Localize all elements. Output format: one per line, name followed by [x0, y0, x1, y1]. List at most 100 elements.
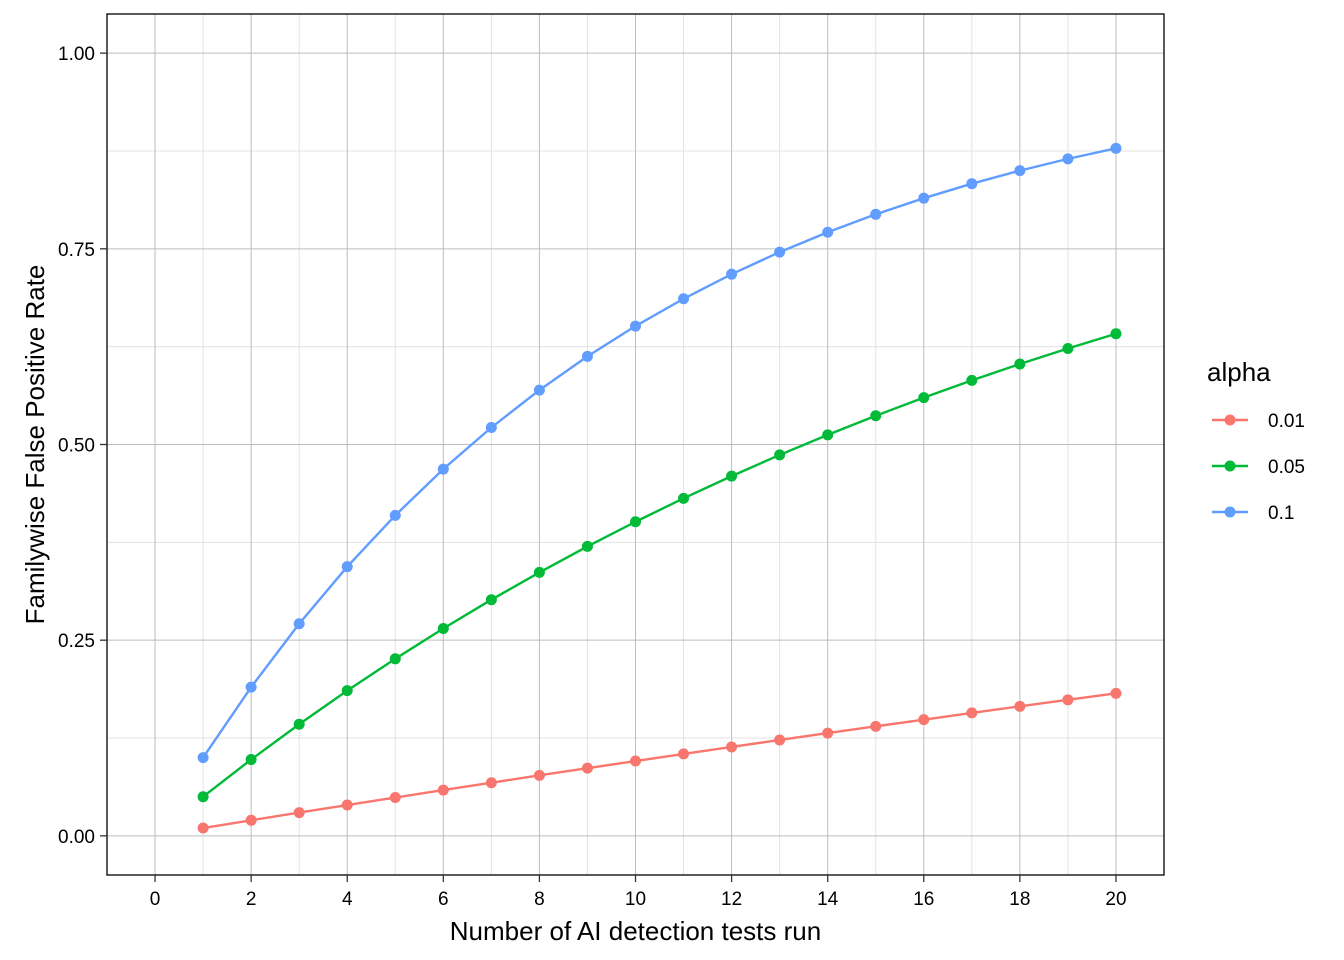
major-gridlines	[107, 14, 1164, 875]
data-point	[437, 784, 449, 796]
data-point	[774, 734, 786, 746]
y-tick-label: 0.00	[58, 827, 95, 848]
data-point	[726, 268, 738, 280]
series-line	[202, 147, 1117, 759]
data-point	[389, 653, 401, 665]
data-point	[245, 754, 257, 766]
x-tick-label: 0	[150, 889, 161, 910]
data-point	[966, 707, 978, 719]
data-point	[293, 807, 305, 819]
data-point	[389, 792, 401, 804]
data-point	[245, 681, 257, 693]
data-point	[341, 685, 353, 697]
data-point	[485, 777, 497, 789]
x-tick-label: 6	[438, 889, 449, 910]
y-axis-title: Familywise False Positive Rate	[20, 265, 50, 625]
x-tick-label: 18	[1009, 889, 1030, 910]
series-0.01	[197, 687, 1122, 834]
data-point	[1110, 328, 1122, 340]
data-point	[245, 814, 257, 826]
data-point	[293, 618, 305, 630]
data-point	[197, 752, 209, 764]
legend-label: 0.1	[1268, 503, 1294, 524]
data-point	[1014, 700, 1026, 712]
x-tick-label: 12	[721, 889, 742, 910]
data-point	[870, 208, 882, 220]
data-point	[870, 720, 882, 732]
data-point	[774, 449, 786, 461]
x-tick-label: 10	[625, 889, 646, 910]
series-0.1	[197, 142, 1122, 764]
x-axis-ticks: 0 2 4 6 8 10 12 14 16 18 20	[150, 875, 1127, 910]
series-0.05	[197, 328, 1122, 803]
data-point	[197, 791, 209, 803]
data-point	[870, 410, 882, 422]
data-point	[630, 320, 641, 332]
x-axis-title: Number of AI detection tests run	[450, 916, 821, 946]
data-point	[1062, 694, 1074, 706]
data-point	[581, 762, 593, 774]
y-tick-label: 0.25	[58, 631, 95, 652]
data-point	[1062, 343, 1074, 355]
legend-title: alpha	[1207, 357, 1271, 387]
data-point	[1014, 165, 1026, 177]
data-point	[533, 384, 545, 396]
data-point	[726, 741, 738, 753]
data-point	[197, 822, 209, 834]
data-point	[822, 226, 834, 238]
data-point	[1110, 687, 1122, 699]
legend-label: 0.01	[1268, 411, 1305, 432]
data-point	[341, 799, 353, 811]
data-point	[822, 727, 834, 739]
x-tick-label: 4	[342, 889, 353, 910]
legend: alpha 0.01 0.05 0.1	[1207, 357, 1305, 524]
legend-item: 0.01	[1212, 411, 1305, 432]
data-point	[774, 246, 786, 258]
x-tick-label: 2	[246, 889, 257, 910]
data-point	[581, 350, 593, 362]
data-point	[918, 714, 930, 726]
data-point	[437, 463, 449, 475]
y-tick-label: 0.50	[58, 436, 95, 457]
y-tick-label: 1.00	[58, 44, 95, 65]
series-layer	[197, 142, 1122, 834]
data-point	[485, 594, 497, 606]
data-point	[918, 392, 930, 404]
x-tick-label: 20	[1105, 889, 1126, 910]
legend-item: 0.05	[1212, 457, 1305, 478]
data-point	[966, 178, 978, 190]
legend-key-point	[1224, 460, 1236, 472]
data-point	[533, 566, 545, 578]
data-point	[678, 293, 690, 305]
data-point	[581, 540, 593, 552]
x-tick-label: 16	[913, 889, 934, 910]
data-point	[341, 561, 353, 573]
data-point	[678, 748, 690, 760]
series-line	[202, 332, 1117, 798]
data-point	[966, 374, 978, 386]
data-point	[822, 429, 834, 441]
data-point	[533, 769, 545, 781]
y-axis-ticks: 0.00 0.25 0.50 0.75 1.00	[58, 44, 107, 848]
data-point	[726, 470, 738, 482]
data-point	[1014, 358, 1026, 370]
data-point	[293, 718, 305, 730]
data-point	[437, 623, 449, 635]
legend-item: 0.1	[1212, 503, 1294, 524]
data-point	[1062, 153, 1074, 165]
data-point	[918, 192, 930, 204]
data-point	[389, 509, 401, 521]
x-tick-label: 14	[817, 889, 839, 910]
legend-key-point	[1224, 506, 1236, 518]
series-line	[202, 692, 1117, 830]
data-point	[630, 755, 641, 767]
x-tick-label: 8	[534, 889, 545, 910]
data-point	[678, 492, 690, 504]
legend-label: 0.05	[1268, 457, 1305, 478]
data-point	[1110, 142, 1122, 154]
legend-key-point	[1224, 414, 1236, 426]
data-point	[630, 516, 641, 528]
y-tick-label: 0.75	[58, 240, 95, 261]
data-point	[485, 422, 497, 434]
